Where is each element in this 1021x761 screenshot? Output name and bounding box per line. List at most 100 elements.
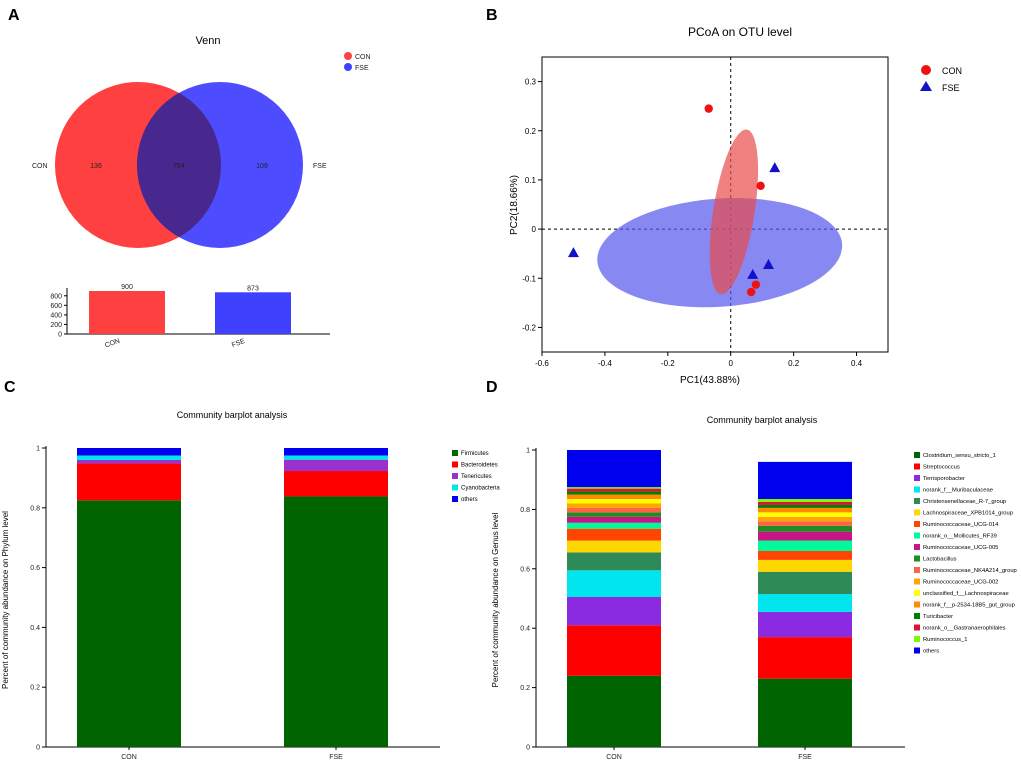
undefined-xtick-label-con: CON xyxy=(121,754,137,761)
undefined-legend-swatch-ruminococcaceae-ucg-005 xyxy=(914,544,920,550)
undefined-legend-swatch-lactobacillus xyxy=(914,555,920,562)
undefined-legend-swatch-others xyxy=(914,647,920,654)
venn-title: Venn xyxy=(195,35,220,47)
pcoa-point-con xyxy=(751,280,761,289)
undefined-xtick-label-fse: FSE xyxy=(329,754,343,761)
undefined-legend-swatch-ruminococcaceae-ucg-002 xyxy=(914,578,920,585)
undefined-bar-fse-ruminococcaceae-ucg-014 xyxy=(758,550,852,560)
venn-legend-label-con: CON xyxy=(355,54,371,61)
undefined-legend-label-terrisporobacter: Terrisporobacter xyxy=(923,476,965,482)
undefined-legend-label-ruminococcaceae-ucg-002: Ruminococcaceae_UCG-002 xyxy=(923,580,998,586)
venn-set-label-con: CON xyxy=(32,163,48,170)
undefined-bar-fse-tenericutes xyxy=(284,459,388,472)
undefined-ytick-label: 0.4 xyxy=(30,625,40,632)
venn-bar-ytick-label: 600 xyxy=(50,303,62,310)
undefined-legend-label-cyanobacteria: Cyanobacteria xyxy=(461,486,500,492)
undefined-bar-fse-norank-o-mollicutes-rf39 xyxy=(758,540,852,551)
undefined-bar-con-clostridium-sensu-stricto-1 xyxy=(567,675,661,747)
undefined-bar-con-norank-o-mollicutes-rf39 xyxy=(567,522,661,529)
pcoa-point-fse xyxy=(567,247,579,258)
undefined-bar-fse-christensenellaceae-r-7-group xyxy=(758,571,852,595)
venn-count-con: 136 xyxy=(90,163,102,170)
undefined-legend-swatch-norank-o-gastranaerophilales xyxy=(914,624,920,631)
undefined-bar-fse-ruminococcaceae-ucg-002 xyxy=(758,516,852,522)
undefined-bar-con-turicibacter xyxy=(567,491,661,495)
venn-bar-xtick-label-con: CON xyxy=(104,338,121,350)
undefined-legend-label-firmicutes: Firmicutes xyxy=(461,451,489,457)
undefined-bar-con-ruminococcaceae-ucg-002 xyxy=(567,503,661,508)
pcoa-legend-marker-con xyxy=(921,65,931,75)
undefined-bar-con-lactobacillus xyxy=(567,512,661,517)
undefined-bar-con-ruminococcaceae-ucg-014 xyxy=(567,528,661,541)
undefined-bar-fse-lachnospiraceae-xpb1014-group xyxy=(758,559,852,572)
undefined-bar-con-firmicutes xyxy=(77,500,181,747)
pcoa-panel: PCoA on OTU level -0.6 -0.4 -0.2 0 0.2 0.4-0.… xyxy=(509,25,962,386)
undefined-legend-swatch-turicibacter xyxy=(914,613,920,619)
undefined-legend-label-norank-o-gastranaerophilales: norank_o__Gastranaerophilales xyxy=(923,626,1006,632)
pcoa-point-con xyxy=(704,104,713,113)
genus-barplot-panel: Community barplot analysis Percent of co… xyxy=(491,415,1017,761)
undefined-bar-con-ruminococcaceae-nk4a214-group xyxy=(567,507,661,513)
undefined-bar-fse-clostridium-sensu-stricto-1 xyxy=(758,678,852,747)
undefined-legend-swatch-lachnospiraceae-xpb1014-group xyxy=(914,509,920,516)
undefined-legend-label-lachnospiraceae-xpb1014-group: Lachnospiraceae_XPB1014_group xyxy=(923,511,1013,517)
venn-legend-marker-fse xyxy=(344,63,352,71)
undefined-bar-fse-terrisporobacter xyxy=(758,611,852,638)
pcoa-title: PCoA on OTU level xyxy=(688,25,792,39)
undefined-legend-swatch-firmicutes xyxy=(452,450,458,456)
undefined-ytick-label: 0.4 xyxy=(520,626,530,633)
undefined-legend-swatch-norank-f-p-2534-18b5-gut-group xyxy=(914,601,920,608)
undefined-legend-swatch-ruminococcus-1 xyxy=(914,636,920,642)
undefined-bar-fse-ruminococcaceae-nk4a214-group xyxy=(758,521,852,526)
venn-bar-ytick-label: 400 xyxy=(50,312,62,319)
venn-legend-marker-con xyxy=(344,52,352,60)
undefined-bar-fse-firmicutes xyxy=(284,496,388,747)
undefined-legend-label-ruminococcaceae-ucg-005: Ruminococcaceae_UCG-005 xyxy=(923,545,998,551)
undefined-bar-con-unclassified-f-lachnospiraceae xyxy=(567,499,661,504)
phylum-ylabel: Percent of community abundance on Phylum… xyxy=(1,511,10,689)
pcoa-xtick-label: 0.4 xyxy=(851,359,863,368)
undefined-legend-label-lactobacillus: Lactobacillus xyxy=(923,557,957,563)
pcoa-point-fse xyxy=(769,162,781,173)
pcoa-xtick-label: -0.6 xyxy=(535,359,549,368)
venn-bar-value-fse: 873 xyxy=(247,285,259,292)
pcoa-ytick-label: 0.3 xyxy=(525,78,537,87)
undefined-bar-fse-cyanobacteria xyxy=(284,455,388,460)
undefined-legend-swatch-norank-f-muribaculaceae xyxy=(914,486,920,493)
venn-bar-con xyxy=(89,291,165,334)
undefined-legend-swatch-tenericutes xyxy=(452,473,458,479)
venn-bar-ytick-label: 800 xyxy=(50,293,62,300)
undefined-ytick-label: 0.6 xyxy=(520,566,530,573)
undefined-ytick-label: 0.2 xyxy=(520,685,530,692)
pcoa-frame xyxy=(541,56,889,353)
undefined-xtick-label-con: CON xyxy=(606,754,622,761)
undefined-bar-fse-norank-o-gastranaerophilales xyxy=(758,501,852,505)
pcoa-legend-label-con: CON xyxy=(942,66,962,76)
undefined-ytick-label: 0.8 xyxy=(30,505,40,512)
genus-title: Community barplot analysis xyxy=(707,415,818,425)
venn-count-fse: 109 xyxy=(256,163,268,170)
undefined-bar-con-lachnospiraceae-xpb1014-group xyxy=(567,540,661,553)
undefined-legend-swatch-ruminococcaceae-ucg-014 xyxy=(914,521,920,527)
pcoa-xtick-label: 0 xyxy=(729,359,734,368)
pcoa-xtick-label: 0.2 xyxy=(788,359,800,368)
pcoa-plot: -0.6 -0.4 -0.2 0 0.2 0.4 -0.2 -0.1 0 0.1 0.2 0.3 xyxy=(522,56,889,368)
genus-ylabel: Percent of community abundance on Genus … xyxy=(491,512,500,687)
undefined-bar-con-norank-f-muribaculaceae xyxy=(567,570,661,598)
undefined-legend-swatch-unclassified-f-lachnospiraceae xyxy=(914,590,920,596)
undefined-bar-fse-unclassified-f-lachnospiraceae xyxy=(758,512,852,517)
venn-bar-fse xyxy=(215,292,291,334)
venn-bar-ytick-label: 200 xyxy=(50,322,62,329)
undefined-legend-swatch-norank-o-mollicutes-rf39 xyxy=(914,532,920,539)
undefined-bar-fse-ruminococcaceae-ucg-005 xyxy=(758,531,852,541)
phylum-title: Community barplot analysis xyxy=(177,410,288,420)
undefined-legend-label-christensenellaceae-r-7-group: Christensenellaceae_R-7_group xyxy=(923,499,1006,505)
undefined-bar-con-cyanobacteria xyxy=(77,455,181,460)
undefined-bar-con-ruminococcus-1 xyxy=(567,487,661,489)
undefined-legend-swatch-clostridium-sensu-stricto-1 xyxy=(914,452,920,458)
phylum-barplot-panel: Community barplot analysis Percent of co… xyxy=(1,410,500,761)
pcoa-xlabel: PC1(43.88%) xyxy=(680,375,740,386)
undefined-legend-label-clostridium-sensu-stricto-1: Clostridium_sensu_stricto_1 xyxy=(923,453,996,459)
undefined-legend-label-ruminococcaceae-ucg-014: Ruminococcaceae_UCG-014 xyxy=(923,522,999,528)
venn-intersection xyxy=(137,82,221,248)
